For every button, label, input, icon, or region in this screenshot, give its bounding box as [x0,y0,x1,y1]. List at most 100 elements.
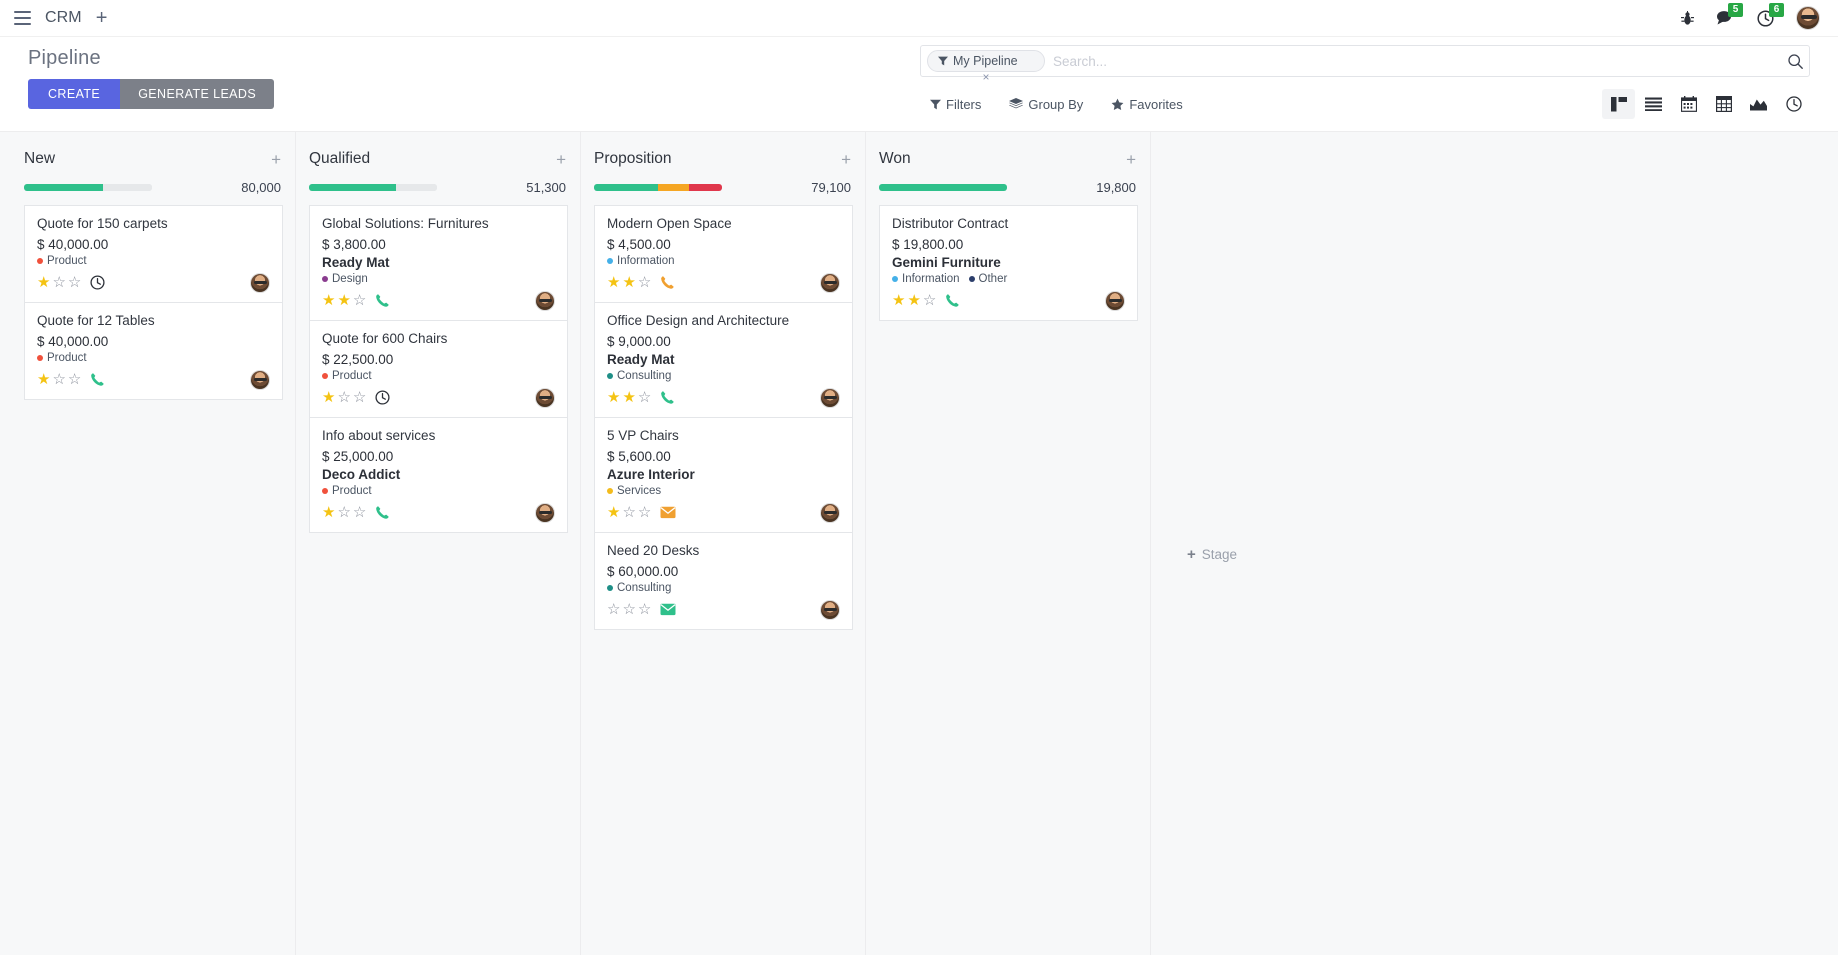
card-priority-stars[interactable]: ★ ☆ ☆ [607,505,651,520]
plus-icon[interactable]: + [95,7,108,29]
kanban-card[interactable]: Office Design and Architecture $ 9,000.0… [594,302,853,418]
generate-leads-button[interactable]: GENERATE LEADS [120,79,275,109]
add-stage-button[interactable]: + Stage [1151,132,1237,955]
progress-segment[interactable] [103,184,152,191]
card-priority-stars[interactable]: ★ ★ ☆ [892,293,936,308]
user-avatar[interactable] [1796,6,1820,30]
priority-star-3[interactable]: ☆ [352,292,367,310]
priority-star-3[interactable]: ☆ [922,292,937,310]
priority-star-1[interactable]: ★ [322,292,336,310]
card-assignee-avatar[interactable] [250,369,270,390]
card-assignee-avatar[interactable] [820,599,840,620]
card-priority-stars[interactable]: ☆ ☆ ☆ [607,602,651,617]
phone-icon[interactable] [660,390,675,405]
messages-icon[interactable]: 5 [1716,3,1743,26]
priority-star-3[interactable]: ☆ [637,274,652,292]
column-title[interactable]: Proposition [594,150,672,167]
priority-star-1[interactable]: ★ [322,389,336,407]
search-input[interactable] [1045,47,1782,75]
group-by-menu[interactable]: Group By [1009,97,1083,112]
priority-star-2[interactable]: ★ [907,292,921,310]
favorites-menu[interactable]: Favorites [1111,97,1183,112]
priority-star-3[interactable]: ☆ [67,274,82,292]
priority-star-2[interactable]: ★ [622,389,636,407]
card-assignee-avatar[interactable] [820,502,840,523]
kanban-card[interactable]: Quote for 600 Chairs $ 22,500.00 Product… [309,320,568,418]
clock-icon[interactable] [375,390,390,405]
kanban-card[interactable]: Quote for 12 Tables $ 40,000.00 Product … [24,302,283,400]
search-bar[interactable]: My Pipeline × [920,45,1810,83]
priority-star-2[interactable]: ☆ [622,504,636,522]
progress-segment[interactable] [688,184,722,191]
view-activity-button[interactable] [1777,89,1810,119]
priority-star-1[interactable]: ★ [607,274,621,292]
phone-icon[interactable] [660,275,675,290]
progress-segment[interactable] [24,184,104,191]
column-title[interactable]: Won [879,150,911,167]
progress-segment[interactable] [879,184,1007,191]
filters-menu[interactable]: Filters [930,97,981,112]
card-assignee-avatar[interactable] [535,502,555,523]
card-assignee-avatar[interactable] [820,387,840,408]
create-button[interactable]: CREATE [28,79,121,109]
phone-icon[interactable] [945,293,960,308]
envelope-icon[interactable] [660,603,676,616]
view-pivot-button[interactable] [1707,89,1740,119]
priority-star-3[interactable]: ☆ [67,371,82,389]
card-assignee-avatar[interactable] [250,272,270,293]
column-title[interactable]: New [24,150,56,167]
column-add-card-icon[interactable]: + [271,149,281,169]
priority-star-3[interactable]: ☆ [637,504,652,522]
phone-icon[interactable] [375,293,390,308]
envelope-icon[interactable] [660,506,676,519]
hamburger-icon[interactable] [14,11,31,25]
progress-segment[interactable] [594,184,658,191]
view-calendar-button[interactable] [1672,89,1705,119]
card-priority-stars[interactable]: ★ ★ ☆ [607,390,651,405]
column-add-card-icon[interactable]: + [1126,149,1136,169]
facet-remove-icon[interactable]: × [982,70,990,84]
priority-star-2[interactable]: ★ [622,274,636,292]
view-list-button[interactable] [1637,89,1670,119]
progress-segment[interactable] [396,184,437,191]
progress-segment[interactable] [658,184,689,191]
priority-star-3[interactable]: ☆ [637,389,652,407]
priority-star-3[interactable]: ☆ [352,504,367,522]
card-priority-stars[interactable]: ★ ☆ ☆ [37,275,81,290]
priority-star-3[interactable]: ☆ [637,601,652,618]
card-priority-stars[interactable]: ★ ☆ ☆ [322,505,366,520]
column-add-card-icon[interactable]: + [556,149,566,169]
priority-star-2[interactable]: ★ [337,292,351,310]
kanban-card[interactable]: 5 VP Chairs $ 5,600.00 Azure Interior Se… [594,417,853,533]
priority-star-1[interactable]: ★ [607,389,621,407]
kanban-card[interactable]: Quote for 150 carpets $ 40,000.00 Produc… [24,205,283,303]
card-assignee-avatar[interactable] [535,387,555,408]
kanban-card[interactable]: Info about services $ 25,000.00 Deco Add… [309,417,568,533]
kanban-card[interactable]: Global Solutions: Furnitures $ 3,800.00 … [309,205,568,321]
priority-star-1[interactable]: ★ [37,371,51,389]
phone-icon[interactable] [375,505,390,520]
priority-star-2[interactable]: ☆ [337,389,351,407]
phone-icon[interactable] [90,372,105,387]
column-title[interactable]: Qualified [309,150,371,167]
card-priority-stars[interactable]: ★ ☆ ☆ [37,372,81,387]
activities-clock-icon[interactable]: 6 [1757,2,1784,27]
card-priority-stars[interactable]: ★ ★ ☆ [322,293,366,308]
priority-star-2[interactable]: ☆ [52,274,66,292]
priority-star-1[interactable]: ★ [607,504,621,522]
priority-star-2[interactable]: ☆ [622,601,636,618]
priority-star-1[interactable]: ★ [322,504,336,522]
card-priority-stars[interactable]: ★ ★ ☆ [607,275,651,290]
card-assignee-avatar[interactable] [535,290,555,311]
view-graph-button[interactable] [1742,89,1775,119]
clock-icon[interactable] [90,275,105,290]
priority-star-1[interactable]: ★ [37,274,51,292]
priority-star-3[interactable]: ☆ [352,389,367,407]
kanban-card[interactable]: Distributor Contract $ 19,800.00 Gemini … [879,205,1138,321]
priority-star-2[interactable]: ☆ [52,371,66,389]
column-add-card-icon[interactable]: + [841,149,851,169]
view-kanban-button[interactable] [1602,89,1635,119]
search-icon[interactable] [1782,53,1803,69]
priority-star-2[interactable]: ☆ [337,504,351,522]
card-assignee-avatar[interactable] [820,272,840,293]
